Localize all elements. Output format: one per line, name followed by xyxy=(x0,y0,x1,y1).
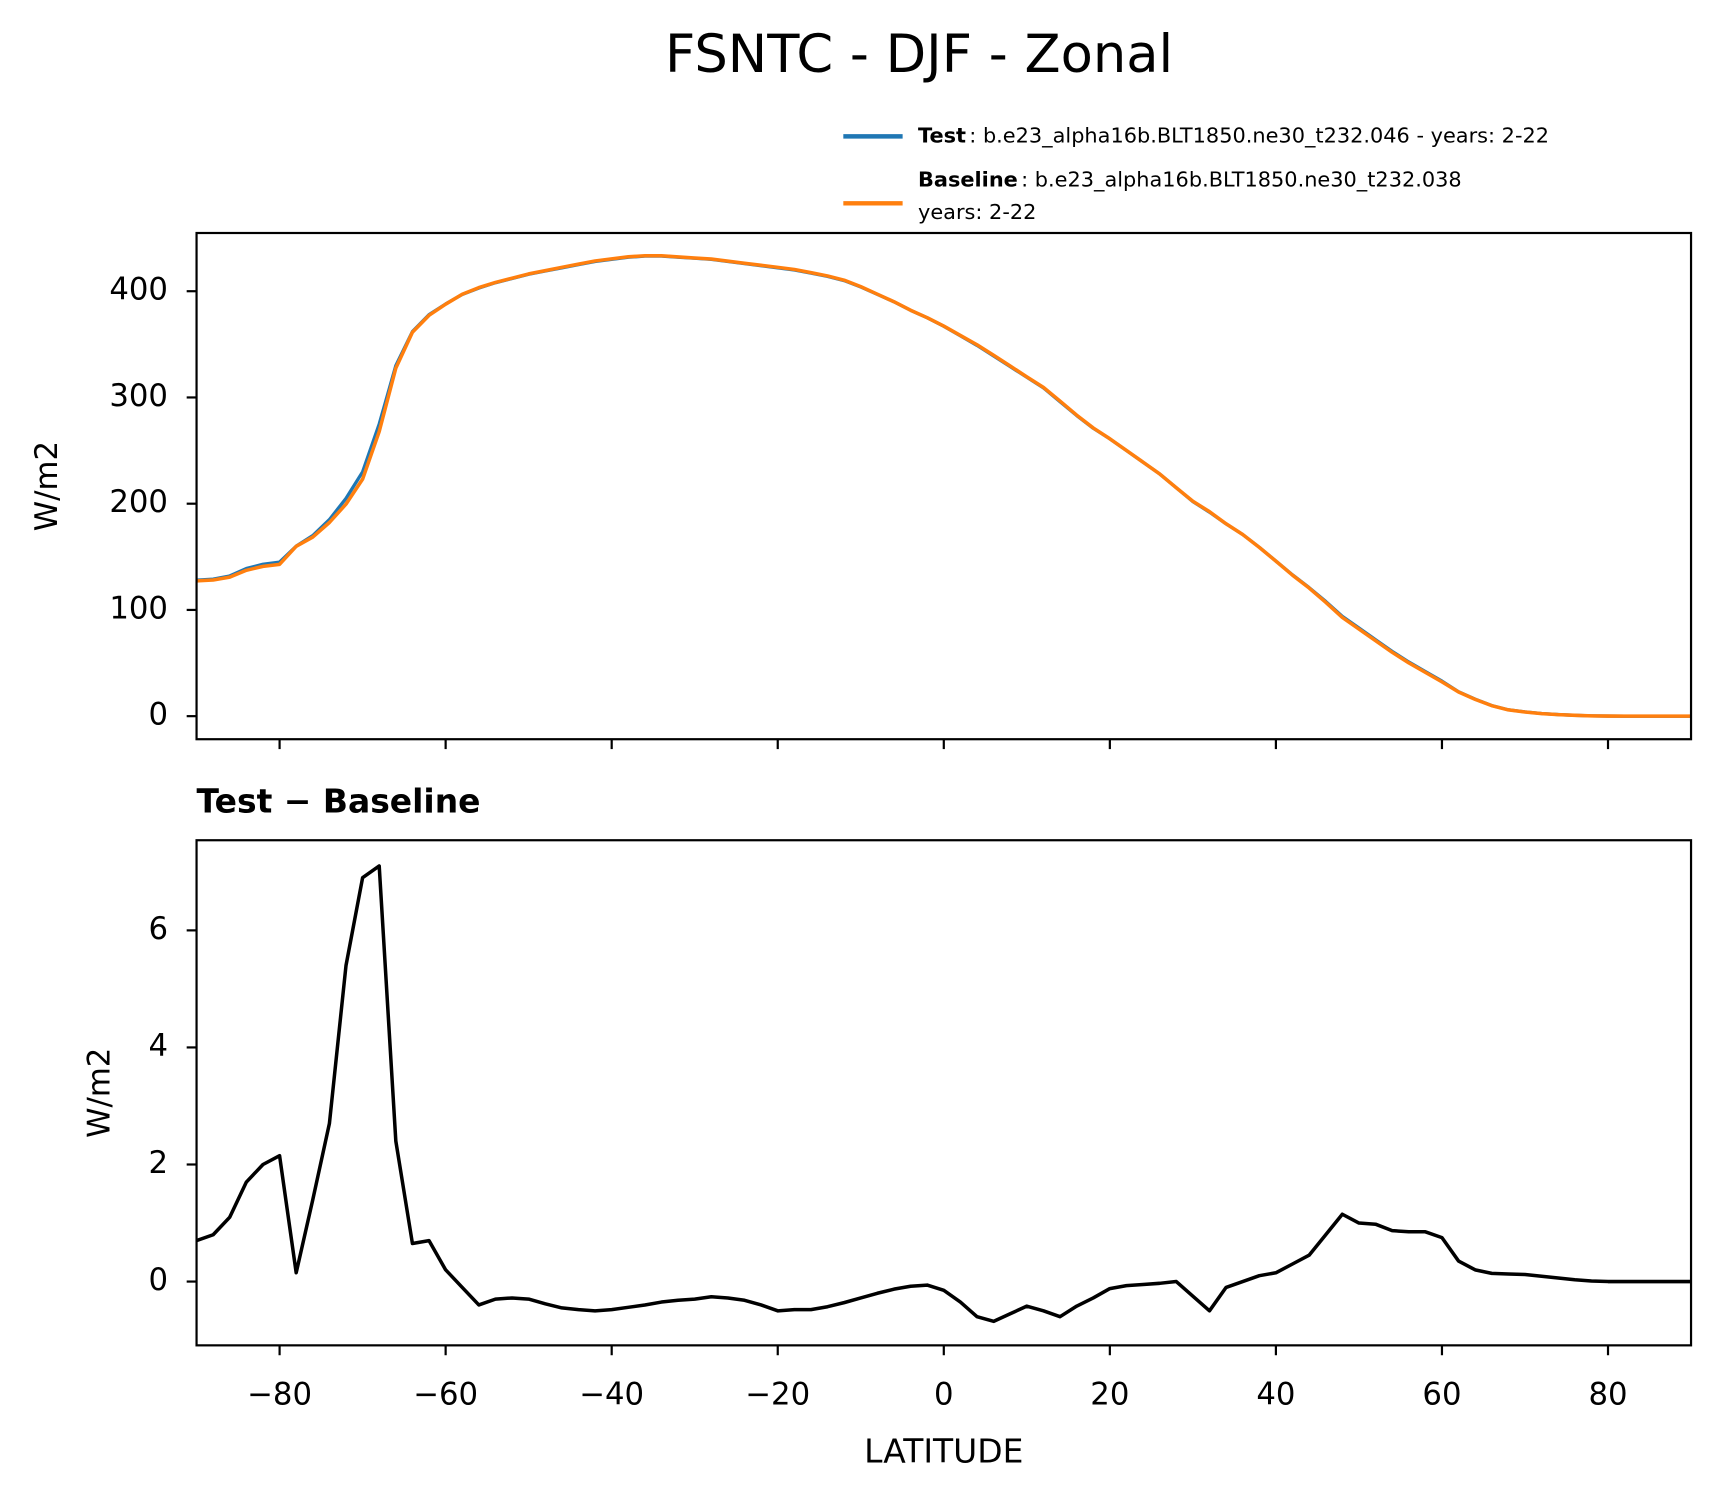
x-tick-label: −40 xyxy=(579,1376,644,1412)
x-tick-label: 80 xyxy=(1588,1376,1627,1412)
y-axis-label: W/m2 xyxy=(29,441,65,531)
x-tick-label: −20 xyxy=(745,1376,810,1412)
figure-title: FSNTC - DJF - Zonal xyxy=(665,24,1173,85)
x-tick-label: −80 xyxy=(247,1376,312,1412)
y-tick-label: 0 xyxy=(148,697,168,733)
y-tick-label: 400 xyxy=(109,272,168,308)
legend-detail: years: 2-22 xyxy=(918,200,1036,224)
data-line xyxy=(196,864,1692,1324)
y-tick-label: 0 xyxy=(148,1262,168,1298)
panel-title: Test − Baseline xyxy=(197,781,481,820)
x-tick-label: 0 xyxy=(934,1376,954,1412)
y-tick-label: 300 xyxy=(109,378,168,414)
x-axis-label: LATITUDE xyxy=(864,1431,1023,1470)
legend-name: Test xyxy=(918,123,966,147)
y-tick-label: 100 xyxy=(109,590,168,626)
y-tick-label: 6 xyxy=(148,911,168,947)
y-axis-label: W/m2 xyxy=(82,1048,118,1138)
legend-detail: : b.e23_alpha16b.BLT1850.ne30_t232.046 -… xyxy=(969,123,1549,148)
legend-label: Test: b.e23_alpha16b.BLT1850.ne30_t232.0… xyxy=(918,123,1549,148)
x-tick-label: 60 xyxy=(1422,1376,1461,1412)
legend-name: Baseline xyxy=(918,167,1018,191)
x-tick-label: −60 xyxy=(413,1376,478,1412)
y-tick-label: 200 xyxy=(109,484,168,520)
y-tick-label: 2 xyxy=(148,1145,168,1181)
x-tick-label: 20 xyxy=(1090,1376,1129,1412)
legend-label: Baseline: b.e23_alpha16b.BLT1850.ne30_t2… xyxy=(918,167,1462,192)
legend-detail: : b.e23_alpha16b.BLT1850.ne30_t232.038 xyxy=(1021,167,1462,192)
y-tick-label: 4 xyxy=(148,1028,168,1064)
x-tick-label: 40 xyxy=(1256,1376,1295,1412)
data-line xyxy=(196,253,1692,718)
